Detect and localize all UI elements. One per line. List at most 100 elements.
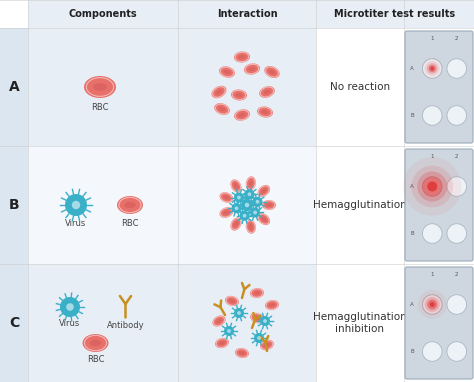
Ellipse shape <box>211 86 227 98</box>
Ellipse shape <box>219 207 233 218</box>
Text: Components: Components <box>69 9 137 19</box>
Circle shape <box>257 336 261 340</box>
Ellipse shape <box>84 76 116 98</box>
Text: Virus: Virus <box>65 219 87 228</box>
Text: Virus: Virus <box>59 319 81 327</box>
Circle shape <box>422 224 442 243</box>
Circle shape <box>422 176 442 196</box>
Ellipse shape <box>238 113 246 117</box>
Ellipse shape <box>215 338 229 348</box>
Bar <box>404 264 474 382</box>
Circle shape <box>235 206 238 210</box>
Circle shape <box>250 207 260 217</box>
Text: A: A <box>410 66 414 71</box>
Text: RBC: RBC <box>91 102 109 112</box>
Ellipse shape <box>244 63 260 74</box>
Circle shape <box>422 342 442 361</box>
Ellipse shape <box>214 103 230 115</box>
Ellipse shape <box>219 66 235 78</box>
Circle shape <box>422 59 442 78</box>
Ellipse shape <box>254 291 260 295</box>
Circle shape <box>254 333 264 343</box>
Ellipse shape <box>230 180 242 193</box>
Circle shape <box>428 65 436 72</box>
Circle shape <box>447 59 466 78</box>
Ellipse shape <box>229 299 235 303</box>
Ellipse shape <box>248 67 255 71</box>
Ellipse shape <box>266 203 272 207</box>
Ellipse shape <box>261 188 266 193</box>
Bar <box>178 146 316 264</box>
FancyBboxPatch shape <box>405 149 473 261</box>
Ellipse shape <box>212 316 226 327</box>
Circle shape <box>255 200 259 204</box>
Text: A: A <box>410 302 414 307</box>
Text: C: C <box>9 316 19 330</box>
Bar <box>178 264 316 382</box>
Ellipse shape <box>219 107 226 111</box>
FancyBboxPatch shape <box>405 267 473 379</box>
Text: 1: 1 <box>430 36 434 41</box>
Text: B: B <box>410 113 414 118</box>
Circle shape <box>234 308 244 318</box>
Ellipse shape <box>219 341 225 345</box>
Text: Hemagglutination: Hemagglutination <box>313 200 407 210</box>
Ellipse shape <box>259 86 275 98</box>
Text: 1: 1 <box>430 272 434 277</box>
Circle shape <box>72 201 80 209</box>
Circle shape <box>418 290 447 319</box>
Bar <box>404 28 474 146</box>
Ellipse shape <box>250 313 264 323</box>
Circle shape <box>237 311 241 315</box>
Ellipse shape <box>117 196 143 214</box>
Ellipse shape <box>216 319 222 323</box>
Ellipse shape <box>265 300 279 310</box>
Circle shape <box>231 203 241 213</box>
Circle shape <box>447 342 466 361</box>
Ellipse shape <box>262 200 276 210</box>
Ellipse shape <box>234 183 238 189</box>
Ellipse shape <box>223 196 229 199</box>
Bar <box>28 28 178 146</box>
Circle shape <box>447 224 466 243</box>
Ellipse shape <box>93 83 107 91</box>
Ellipse shape <box>236 93 243 97</box>
Bar <box>404 146 474 264</box>
Bar <box>28 146 178 264</box>
Ellipse shape <box>269 303 275 307</box>
Ellipse shape <box>246 220 256 234</box>
Circle shape <box>253 210 257 214</box>
Circle shape <box>60 297 80 317</box>
Circle shape <box>425 297 440 312</box>
Circle shape <box>247 193 251 196</box>
Circle shape <box>422 295 442 314</box>
Text: RBC: RBC <box>121 219 139 228</box>
Ellipse shape <box>238 55 246 59</box>
Circle shape <box>260 316 270 326</box>
Circle shape <box>427 181 437 191</box>
Text: A: A <box>410 184 414 189</box>
Bar <box>316 28 404 146</box>
Ellipse shape <box>124 202 136 208</box>
Ellipse shape <box>249 180 253 186</box>
Bar <box>316 146 404 264</box>
Text: 1: 1 <box>430 154 434 159</box>
Ellipse shape <box>250 288 264 298</box>
Circle shape <box>263 319 267 323</box>
Circle shape <box>422 294 443 315</box>
Ellipse shape <box>260 340 274 350</box>
Circle shape <box>430 67 434 70</box>
Text: Antibody: Antibody <box>107 320 144 330</box>
Ellipse shape <box>223 210 229 214</box>
Bar <box>316 0 474 28</box>
Circle shape <box>245 203 249 207</box>
Circle shape <box>422 58 443 79</box>
Bar <box>0 264 28 382</box>
Ellipse shape <box>264 90 271 94</box>
Text: Hemagglutination
inhibition: Hemagglutination inhibition <box>313 312 407 334</box>
Bar <box>0 28 28 146</box>
Ellipse shape <box>249 223 253 230</box>
Circle shape <box>425 61 439 76</box>
Ellipse shape <box>90 340 101 346</box>
Circle shape <box>241 199 253 211</box>
